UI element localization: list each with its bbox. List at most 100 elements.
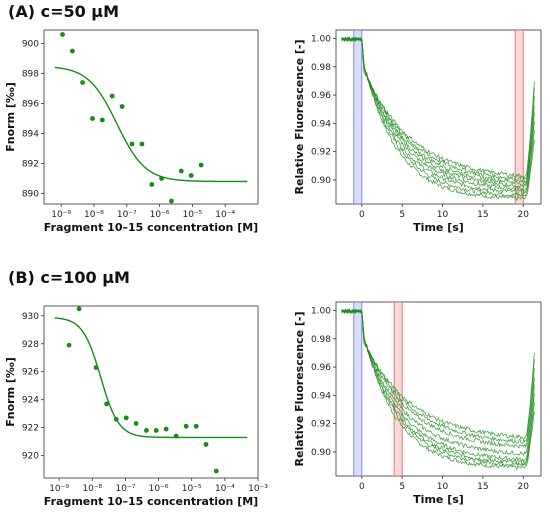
panel-a-dose-data-point bbox=[178, 168, 184, 174]
panel-a-dose-data-point bbox=[109, 93, 115, 99]
panel-b-dose-data-point bbox=[104, 401, 109, 407]
panel-b-dose-data-point bbox=[66, 342, 72, 348]
panel-a-dose-x-axis-label: Fragment 10–15 concentration [M] bbox=[44, 221, 258, 234]
panel-b-trace-plot-frame bbox=[335, 301, 542, 477]
panel-b-dose-x-axis-label: Fragment 10–15 concentration [M] bbox=[44, 495, 258, 508]
panel-a-trace-trace bbox=[341, 37, 535, 188]
panel-b-trace-trace bbox=[341, 309, 535, 456]
panel-a-trace-ytick-label: 0.98 bbox=[311, 63, 331, 73]
panel-a-trace-trace bbox=[341, 37, 535, 198]
panel-a-dose-fit-curve bbox=[54, 66, 248, 183]
panel-b-dose-data-point bbox=[93, 365, 99, 370]
panel-a-dose-ytick-label: 892 bbox=[22, 160, 39, 170]
panel-b-dose-fit-curve bbox=[54, 317, 248, 439]
panel-b-trace-trace bbox=[341, 308, 535, 463]
panel-a-trace-trace bbox=[341, 36, 535, 201]
panel-a-dose-data-point bbox=[99, 117, 105, 123]
panel-b-dose-data-point bbox=[173, 433, 179, 439]
panel-b-dose-data-point bbox=[76, 306, 82, 312]
panel-a-trace-xtick-label: 20 bbox=[518, 210, 530, 220]
panel-b-dose-xtick-label: 10⁻⁵ bbox=[182, 484, 202, 494]
panel-a-dose-data-point bbox=[198, 162, 204, 168]
panel-a-trace-xtick-label: 15 bbox=[477, 210, 488, 220]
panel-a-dose-data-point bbox=[119, 104, 125, 109]
panel-a-dose-data-point bbox=[69, 48, 75, 54]
panel-a-dose-ytick-label: 896 bbox=[22, 100, 39, 110]
panel-a-dose-xtick-label: 10⁻⁸ bbox=[84, 210, 104, 220]
panel-a-dose-xtick-label: 10⁻⁴ bbox=[215, 210, 235, 220]
panel-b-trace-cold-region bbox=[353, 302, 362, 476]
panel-b-trace-ytick-label: 0.98 bbox=[311, 335, 331, 345]
panel-a-dose-data-point bbox=[60, 32, 65, 37]
panel-b-dose-data-point bbox=[163, 426, 169, 432]
panel-a-trace-y-axis-label: Relative Fluorescence [-] bbox=[293, 40, 306, 195]
panel-a-dose-xtick-label: 10⁻⁹ bbox=[51, 210, 71, 220]
panel-a-dose-ytick-label: 898 bbox=[22, 70, 39, 80]
panel-a-dose-plot-frame bbox=[43, 29, 259, 205]
panel-b-dose-data-point bbox=[113, 416, 119, 422]
panel-a-dose-data-point bbox=[149, 182, 155, 187]
panel-b-dose-data-point bbox=[153, 428, 159, 433]
panel-b-dose-xtick-label: 10⁻⁴ bbox=[215, 484, 235, 494]
panel-b-trace-xtick-label: 10 bbox=[437, 482, 449, 492]
panel-b-title: (B) c=100 μM bbox=[8, 268, 130, 287]
panel-b-trace-xtick-label: 15 bbox=[477, 482, 488, 492]
panel-b-trace-ytick-label: 0.94 bbox=[311, 391, 331, 401]
panel-b-trace-ytick-label: 0.90 bbox=[311, 448, 331, 458]
panel-b-trace-x-axis-label: Time [s] bbox=[413, 493, 464, 506]
panel-b-dose-data-point bbox=[133, 421, 139, 426]
panel-a-trace-xtick-label: 5 bbox=[399, 210, 405, 220]
panel-a-trace-xtick-label: 0 bbox=[359, 210, 365, 220]
panel-b-dose-ytick-label: 920 bbox=[22, 452, 39, 462]
panel-b-trace-y-axis-label: Relative Fluorescence [-] bbox=[293, 312, 306, 467]
panel-b-dose-xtick-label: 10⁻⁸ bbox=[82, 484, 102, 494]
panel-a-trace-ytick-label: 0.94 bbox=[311, 119, 331, 129]
panel-b-trace-ytick-label: 0.92 bbox=[311, 420, 331, 430]
panel-a-trace-ytick-label: 1.00 bbox=[311, 34, 331, 44]
panel-a-trace-ytick-label: 0.90 bbox=[311, 176, 331, 186]
panel-b-dose-data-point bbox=[123, 415, 129, 421]
panel-b-dose-data-point bbox=[183, 423, 189, 429]
panel-b-dose-ytick-label: 926 bbox=[22, 368, 39, 378]
panel-a-title: (A) c=50 μM bbox=[8, 2, 119, 21]
panel-a-dose-data-point bbox=[169, 198, 174, 204]
panel-b-dose-data-point bbox=[144, 428, 149, 433]
panel-b-trace-xtick-label: 20 bbox=[518, 482, 530, 492]
panel-a-trace-hot-region bbox=[515, 30, 524, 204]
panel-a-dose-xtick-label: 10⁻⁶ bbox=[150, 210, 170, 220]
panel-a-dose-xtick-label: 10⁻⁷ bbox=[117, 210, 137, 220]
panel-b-trace-trace bbox=[341, 309, 535, 449]
panel-a-trace-cold-region bbox=[353, 30, 362, 204]
panel-b-trace-trace bbox=[341, 309, 535, 467]
panel-b-trace-trace bbox=[341, 309, 535, 466]
panel-b-dose-ytick-label: 930 bbox=[22, 312, 39, 322]
panel-a-trace-trace bbox=[341, 37, 535, 185]
panel-b-dose-xtick-label: 10⁻⁶ bbox=[149, 484, 169, 494]
panel-a-dose-data-point bbox=[129, 141, 135, 147]
panel-b-dose-data-point bbox=[203, 442, 209, 447]
panel-b-trace-xtick-label: 5 bbox=[399, 482, 405, 492]
panel-a-trace-trace bbox=[341, 36, 535, 182]
panel-b-dose-xtick-label: 10⁻⁹ bbox=[49, 484, 69, 494]
panel-b-trace-trace bbox=[341, 309, 535, 440]
panel-b-trace-hot-region bbox=[394, 302, 403, 476]
panel-a-dose-y-axis-label: Fnorm [‰] bbox=[4, 82, 17, 152]
panel-a-trace-plot-frame bbox=[335, 29, 542, 205]
panel-a-trace-ytick-label: 0.92 bbox=[311, 148, 331, 158]
panel-a-dose-ytick-label: 890 bbox=[22, 190, 39, 200]
panel-a-dose-data-point bbox=[90, 116, 95, 121]
panel-b-dose-ytick-label: 922 bbox=[22, 424, 39, 434]
panel-a-trace-x-axis-label: Time [s] bbox=[413, 221, 464, 234]
panel-b-trace-ytick-label: 1.00 bbox=[311, 306, 331, 316]
panel-a-dose-data-point bbox=[139, 141, 145, 147]
panel-a-dose-data-point bbox=[188, 173, 194, 178]
panel-a-trace-xtick-label: 10 bbox=[437, 210, 449, 220]
panel-a-trace-trace bbox=[341, 36, 535, 192]
panel-b-dose-ytick-label: 924 bbox=[22, 396, 39, 406]
panel-a-dose-data-point bbox=[159, 176, 164, 181]
panel-a-trace-trace bbox=[341, 37, 535, 179]
panel-b-dose-ytick-label: 928 bbox=[22, 340, 39, 350]
panel-b-dose-plot-frame bbox=[43, 305, 259, 479]
panel-b-dose-xtick-label: 10⁻³ bbox=[248, 484, 268, 494]
